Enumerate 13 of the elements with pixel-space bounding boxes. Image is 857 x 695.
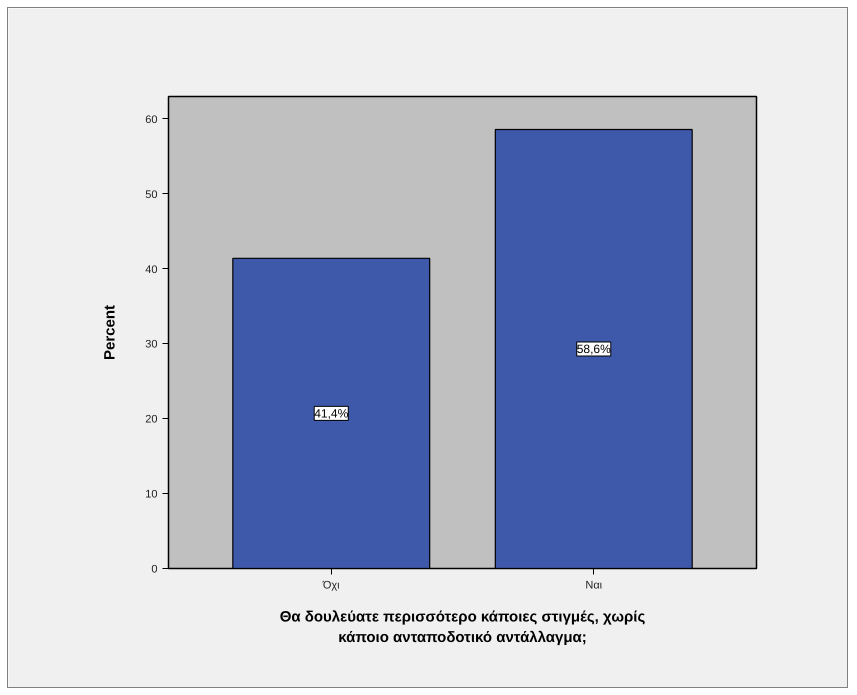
data-label: 58,6% — [576, 342, 612, 356]
x-tick-label: Ναι — [585, 580, 603, 592]
y-tick-label: 10 — [145, 488, 158, 501]
data-label: 41,4% — [314, 406, 349, 420]
y-tick-label: 30 — [145, 338, 158, 351]
y-tick-label: 50 — [145, 188, 158, 201]
y-tick-label: 40 — [145, 264, 158, 276]
y-tick-label: 20 — [145, 414, 158, 426]
y-tick-label: 60 — [145, 114, 158, 126]
y-tick-label: 0 — [151, 564, 158, 576]
x-tick-label: Όχι — [322, 580, 340, 592]
x-axis-title: Θα δουλεύατε περισσότερο κάποιες στιγμές, χωρίς κάποιο ανταποδοτικό αντάλλαγμα; — [280, 608, 646, 646]
y-axis-title: Percent — [101, 304, 118, 360]
